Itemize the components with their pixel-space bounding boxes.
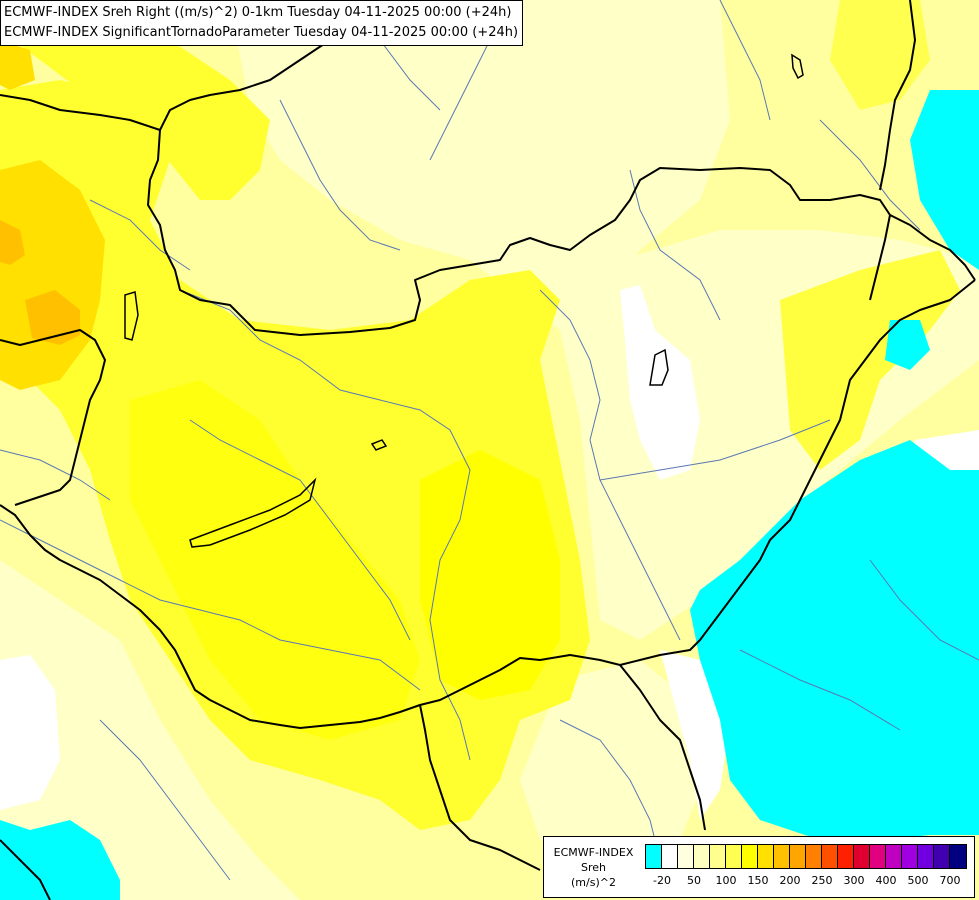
- legend-color-bar: [645, 844, 967, 869]
- lake-east: [649, 348, 669, 386]
- legend-tick-label: 150: [747, 874, 769, 887]
- cyan-region-southeast: [690, 440, 979, 840]
- cyan-region-southwest: [0, 820, 120, 900]
- legend-title-line-3: (m/s)^2: [571, 876, 616, 889]
- legend-swatch-19: [950, 845, 966, 868]
- gold-region-northwest-corner: [0, 40, 35, 90]
- legend-swatch-1: [662, 845, 678, 868]
- yellow-region-northwest: [0, 10, 270, 200]
- legend-swatch-8: [774, 845, 790, 868]
- legend-swatch-16: [902, 845, 918, 868]
- pale-yellow-region-southeast: [520, 660, 700, 860]
- lake-northeast: [791, 53, 804, 80]
- legend-title: ECMWF-INDEX Sreh (m/s)^2: [546, 845, 641, 890]
- legend-tick-label: 100: [715, 874, 737, 887]
- yellow-region-center-bright: [420, 450, 560, 700]
- legend-title-line-1: ECMWF-INDEX: [553, 846, 634, 859]
- legend-tick-label: 250: [811, 874, 833, 887]
- legend-swatch-0: [646, 845, 662, 868]
- pale-yellow-region-southwest: [0, 560, 300, 900]
- cyan-region-northeast: [910, 90, 979, 270]
- orange-region-west-small: [0, 220, 25, 265]
- legend-title-line-2: Sreh: [580, 861, 606, 874]
- legend-swatch-9: [790, 845, 806, 868]
- legend-swatch-10: [806, 845, 822, 868]
- lake-west: [124, 291, 139, 341]
- legend-swatch-13: [854, 845, 870, 868]
- white-patch-southwest: [0, 655, 60, 810]
- lake-balaton-outline: [189, 477, 317, 548]
- yellow-region-northeast: [830, 0, 930, 110]
- legend-tick-label: -20: [653, 874, 671, 887]
- legend-tick-label: 400: [875, 874, 897, 887]
- map-title-box: ECMWF-INDEX Sreh Right ((m/s)^2) 0-1km T…: [0, 0, 524, 46]
- legend-swatch-4: [710, 845, 726, 868]
- orange-region-west: [25, 290, 80, 345]
- legend-swatch-11: [822, 845, 838, 868]
- legend-swatch-12: [838, 845, 854, 868]
- yellow-region-east-band: [780, 250, 960, 470]
- legend-swatch-5: [726, 845, 742, 868]
- legend-swatch-15: [886, 845, 902, 868]
- lake-small-center: [370, 439, 388, 451]
- legend-tick-label: 700: [939, 874, 961, 887]
- legend-tick-label: 300: [843, 874, 865, 887]
- legend-swatch-2: [678, 845, 694, 868]
- legend-tick-label: 50: [687, 874, 701, 887]
- lakes: [124, 53, 804, 548]
- white-patch-center-east: [620, 285, 700, 480]
- cyan-region-east-notch: [885, 320, 930, 370]
- legend-swatch-7: [758, 845, 774, 868]
- legend-tick-label: 500: [907, 874, 929, 887]
- color-legend: ECMWF-INDEX Sreh (m/s)^2 -20 50 100 150 200 2…: [543, 836, 975, 898]
- legend-ticks: -20 50 100 150 200 250 300 400 500 700: [645, 874, 973, 890]
- legend-swatch-18: [934, 845, 950, 868]
- rivers: [0, 0, 979, 881]
- legend-swatch-6: [742, 845, 758, 868]
- map-title-line-1: ECMWF-INDEX Sreh Right ((m/s)^2) 0-1km T…: [4, 5, 512, 20]
- pale-yellow-region-north: [230, 0, 730, 330]
- yellow-region-southwest-bright: [130, 380, 420, 740]
- legend-swatch-3: [694, 845, 710, 868]
- legend-swatch-14: [870, 845, 886, 868]
- map-title-line-2: ECMWF-INDEX SignificantTornadoParameter …: [4, 25, 519, 40]
- legend-tick-label: 200: [779, 874, 801, 887]
- legend-swatch-17: [918, 845, 934, 868]
